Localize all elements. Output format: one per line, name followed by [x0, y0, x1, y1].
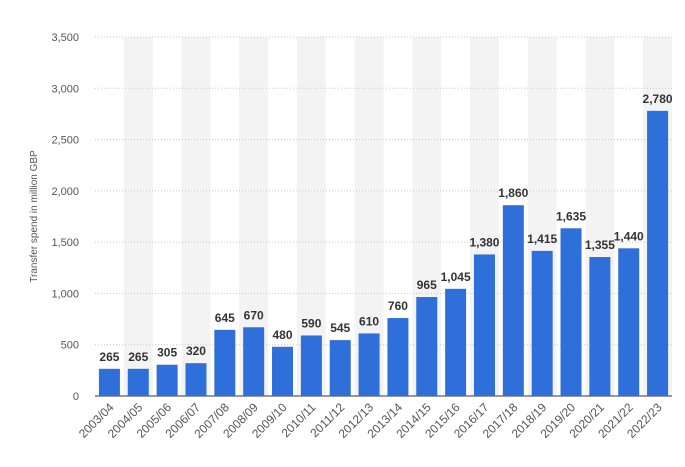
y-tick-label: 3,000: [51, 83, 79, 95]
data-label: 265: [128, 350, 148, 364]
y-tick-label: 1,000: [51, 288, 79, 300]
bar: [502, 205, 524, 396]
data-label: 1,635: [556, 209, 586, 223]
data-label: 590: [301, 316, 321, 330]
bar: [329, 340, 351, 396]
data-label: 305: [157, 346, 177, 360]
y-tick-label: 500: [61, 340, 79, 352]
bars: [98, 110, 669, 396]
data-label: 610: [359, 314, 379, 328]
data-label: 480: [273, 328, 293, 342]
x-axis-ticks: 2003/042004/052005/062006/072007/082008/…: [76, 400, 665, 441]
bar: [243, 327, 265, 396]
data-label: 1,860: [498, 186, 528, 200]
data-label: 965: [417, 278, 437, 292]
bar: [473, 254, 495, 396]
y-tick-label: 1,500: [51, 237, 79, 249]
bar: [618, 248, 640, 396]
bar: [127, 368, 149, 396]
data-label: 1,415: [527, 232, 557, 246]
y-axis-title: Transfer spend in million GBP: [29, 150, 40, 283]
background-band: [123, 37, 153, 396]
data-label: 1,380: [469, 235, 499, 249]
data-label: 670: [244, 308, 264, 322]
bar: [214, 329, 236, 396]
bar: [185, 363, 207, 396]
data-label: 1,440: [614, 229, 644, 243]
bar: [647, 110, 669, 396]
y-axis-ticks: 0 500 1,000 1,500 2,000 2,500 3,000 3,500: [51, 32, 79, 403]
bar: [156, 364, 178, 396]
bar: [358, 333, 380, 396]
bar: [272, 346, 294, 396]
data-label: 645: [215, 311, 235, 325]
bar: [387, 318, 409, 396]
y-tick-label: 2,500: [51, 135, 79, 147]
data-label: 760: [388, 299, 408, 313]
data-label: 1,045: [441, 270, 471, 284]
data-label: 545: [330, 321, 350, 335]
background-band: [181, 37, 211, 396]
data-label: 2,780: [643, 92, 673, 106]
y-tick-label: 0: [73, 391, 79, 403]
data-label: 320: [186, 344, 206, 358]
y-tick-label: 2,000: [51, 186, 79, 198]
bar: [445, 288, 467, 396]
bar: [560, 228, 582, 396]
bar: [589, 257, 611, 396]
data-label: 265: [99, 350, 119, 364]
bar: [531, 250, 553, 396]
data-label: 1,355: [585, 238, 615, 252]
bar: [416, 297, 438, 396]
data-labels: 265 265 305 320 645 670 480 590 545 610 760 965 1,04…: [99, 92, 673, 364]
y-tick-label: 3,500: [51, 32, 79, 44]
bar: [98, 368, 120, 396]
bar: [300, 335, 322, 396]
